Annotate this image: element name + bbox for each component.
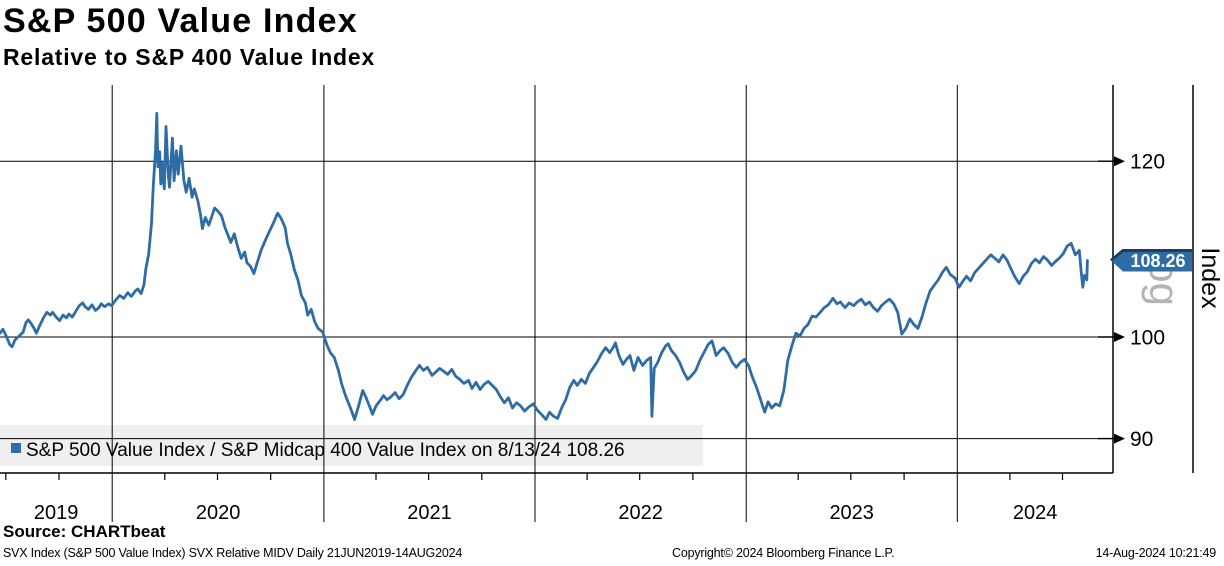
y-tick-100: 100	[1098, 327, 1165, 350]
y-axis-ticks: 120 100 90	[1098, 151, 1165, 451]
timestamp: 14-Aug-2024 10:21:49	[1095, 546, 1217, 560]
source-attribution: Source: CHARTbeat	[3, 522, 166, 541]
year-label: 2021	[407, 502, 452, 524]
year-label: 2023	[829, 502, 874, 524]
y-tick-label: 100	[1130, 327, 1165, 350]
x-axis-quarter-ticks	[5, 473, 1064, 480]
last-price-badge: 108.26	[1110, 249, 1192, 272]
y-tick-label: 120	[1130, 151, 1165, 174]
year-label: 2022	[618, 502, 663, 524]
legend-marker-icon	[11, 443, 21, 453]
copyright-notice: Copyright© 2024 Bloomberg Finance L.P.	[672, 546, 895, 560]
y-tick-90: 90	[1098, 428, 1153, 451]
badge-shape	[1111, 249, 1192, 272]
badge-top-edge	[1110, 249, 1192, 262]
price-line	[0, 112, 1089, 421]
y-tick-arrow-icon	[1114, 156, 1125, 167]
legend-label[interactable]: S&P 500 Value Index / S&P Midcap 400 Val…	[26, 440, 625, 461]
x-axis-year-labels: 2019 2020 2021 2022 2023 2024	[34, 502, 1058, 524]
terminal-command-line: SVX Index (S&P 500 Value Index) SVX Rela…	[3, 546, 463, 560]
page-subtitle: Relative to S&P 400 Value Index	[3, 44, 376, 70]
legend-background	[0, 425, 703, 466]
y-tick-arrow-icon	[1114, 433, 1125, 444]
y-tick-label: 90	[1130, 428, 1153, 451]
year-label: 2019	[34, 502, 79, 524]
year-label: 2024	[1013, 502, 1058, 524]
year-label: 2020	[196, 502, 241, 524]
y-tick-arrow-icon	[1114, 332, 1125, 342]
index-axis-title: Index	[1196, 247, 1224, 309]
y-tick-120: 120	[1098, 151, 1165, 174]
page-title: S&P 500 Value Index	[3, 2, 358, 40]
last-price-value: 108.26	[1130, 251, 1185, 271]
axes	[0, 85, 1194, 474]
